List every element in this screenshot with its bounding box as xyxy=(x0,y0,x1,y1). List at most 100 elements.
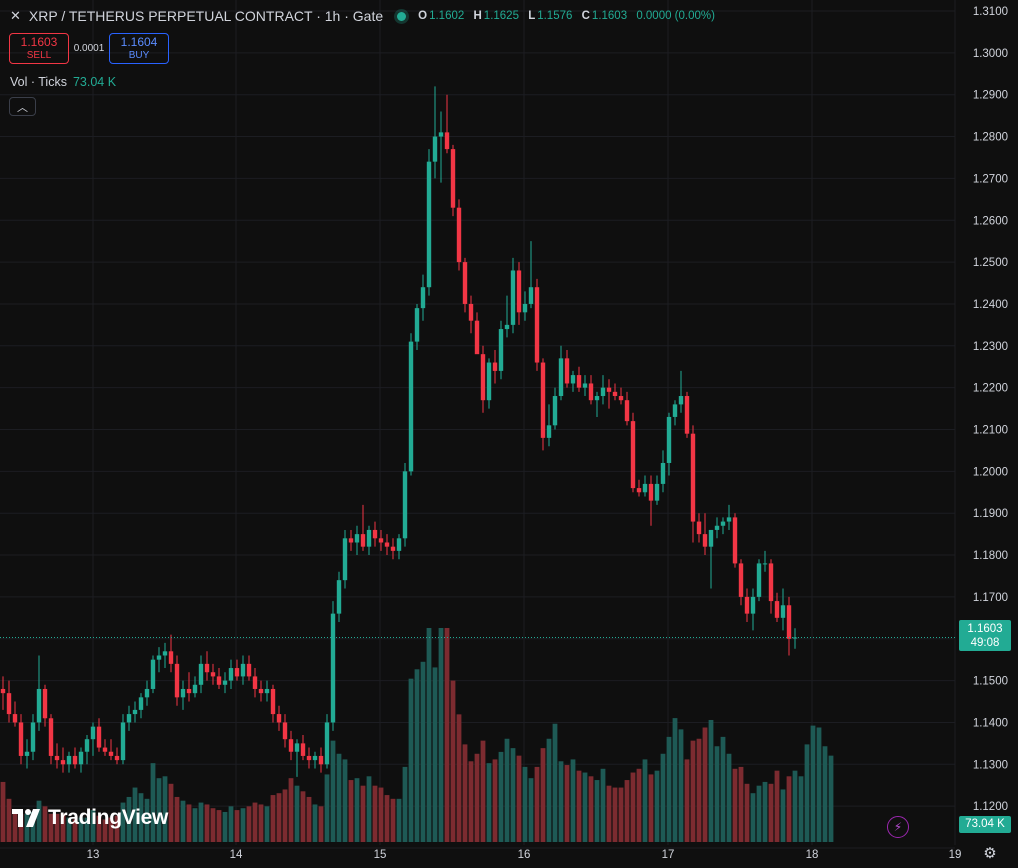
gear-icon[interactable]: ⚙ xyxy=(983,845,997,862)
volume-bar xyxy=(774,770,780,842)
volume-legend[interactable]: Vol · Ticks 73.04 K xyxy=(10,75,116,89)
candle-body xyxy=(552,396,558,426)
price-tick-label: 1.2900 xyxy=(973,90,1008,102)
candle-body xyxy=(66,755,72,765)
ohlc-low-label: L xyxy=(528,10,536,22)
candle-body xyxy=(528,287,534,304)
volume-bar xyxy=(18,813,24,842)
candle-body xyxy=(438,132,444,137)
sell-button[interactable]: 1.1603 SELL xyxy=(9,33,69,64)
volume-bar xyxy=(186,804,192,842)
candle-body xyxy=(216,676,222,685)
candle-body xyxy=(384,542,390,547)
volume-bar xyxy=(564,765,570,842)
candle-body xyxy=(648,483,654,501)
candle-body xyxy=(150,659,156,689)
price-tick-label: 1.2000 xyxy=(973,466,1008,478)
candle-body xyxy=(642,483,648,493)
market-status-icon[interactable] xyxy=(397,11,407,21)
price-tick-label: 1.1300 xyxy=(973,759,1008,771)
candle-body xyxy=(576,375,582,388)
candle-body xyxy=(462,262,468,304)
candle-body xyxy=(294,743,300,752)
volume-bar xyxy=(270,795,276,842)
tradingview-logo[interactable]: TradingView xyxy=(12,806,168,830)
chevron-up-icon: ︿ xyxy=(17,101,28,114)
volume-bar xyxy=(246,806,252,842)
buy-button[interactable]: 1.1604 BUY xyxy=(109,33,169,64)
time-axis[interactable]: 13 14 15 16 17 18 19 xyxy=(87,849,962,861)
candle-body xyxy=(660,462,666,484)
volume-bar xyxy=(570,759,576,842)
volume-bar xyxy=(648,774,654,842)
price-axis[interactable]: 1.12001.13001.14001.15001.16001.17001.18… xyxy=(973,6,1008,813)
candle-body xyxy=(336,580,342,614)
volume-bar xyxy=(528,778,534,842)
candle-body xyxy=(78,751,84,765)
volume-bar xyxy=(78,817,84,842)
candle-body xyxy=(168,651,174,664)
candle-body xyxy=(108,751,114,756)
volume-bar xyxy=(114,815,120,842)
collapse-legend-button[interactable]: ︿ xyxy=(9,97,36,116)
candle-body xyxy=(354,534,360,543)
volume-bar xyxy=(768,783,774,842)
volume-bar xyxy=(6,798,12,842)
candle-body xyxy=(510,270,516,325)
candle-body xyxy=(522,303,528,313)
volume-bar xyxy=(288,778,294,842)
volume-bar xyxy=(234,810,240,842)
volume-bar xyxy=(726,753,732,842)
candle-body xyxy=(594,396,600,401)
volume-bar xyxy=(624,780,630,842)
volume-bar xyxy=(810,725,816,842)
sell-label: SELL xyxy=(26,49,52,61)
price-tick-label: 1.2100 xyxy=(973,425,1008,437)
volume-bar xyxy=(252,802,258,842)
volume-bar xyxy=(126,796,132,842)
volume-bar xyxy=(606,785,612,842)
close-icon[interactable]: ✕ xyxy=(10,8,21,23)
volume-bars xyxy=(0,628,834,842)
candle-body xyxy=(342,538,348,581)
lightning-icon[interactable]: ⚡ xyxy=(887,816,909,838)
volume-bar xyxy=(600,768,606,842)
candle-body xyxy=(720,521,726,526)
candle-body xyxy=(156,655,162,660)
volume-bar xyxy=(132,787,138,842)
symbol-title[interactable]: XRP / TETHERUS PERPETUAL CONTRACT · 1h ·… xyxy=(28,8,384,24)
volume-bar xyxy=(372,785,378,842)
candle-body xyxy=(372,529,378,539)
candle-body xyxy=(600,387,606,397)
volume-bar xyxy=(486,763,492,842)
candlesticks xyxy=(0,86,798,777)
candle-body xyxy=(450,149,456,208)
price-tick-label: 1.1700 xyxy=(973,592,1008,604)
volume-bar xyxy=(396,798,402,842)
volume-bar xyxy=(432,667,438,842)
volume-bar xyxy=(168,783,174,842)
ohlc-low: 1.1576 xyxy=(537,10,573,22)
volume-bar xyxy=(684,759,690,842)
volume-bar xyxy=(294,785,300,842)
ohlc-values: O 1.1602 H 1.1625 L 1.1576 C 1.1603 0.0000 (… xyxy=(418,10,721,22)
candle-body xyxy=(138,697,144,710)
candle-body xyxy=(624,400,630,422)
volume-bar xyxy=(390,798,396,842)
volume-bar xyxy=(660,753,666,842)
price-tick-label: 1.1900 xyxy=(973,508,1008,520)
candle-body xyxy=(366,529,372,547)
ohlc-change: 0.0000 (0.00%) xyxy=(636,10,715,22)
volume-bar xyxy=(816,727,822,842)
price-tick-label: 1.2300 xyxy=(973,341,1008,353)
candle-body xyxy=(690,433,696,522)
volume-bar xyxy=(282,789,288,842)
volume-bar xyxy=(144,798,150,842)
time-tick-label: 16 xyxy=(518,849,531,861)
candle-body xyxy=(732,517,738,564)
candle-body xyxy=(540,362,546,438)
ohlc-close: 1.1603 xyxy=(591,10,628,22)
volume-bar xyxy=(546,738,552,842)
volume-bar xyxy=(708,719,714,842)
